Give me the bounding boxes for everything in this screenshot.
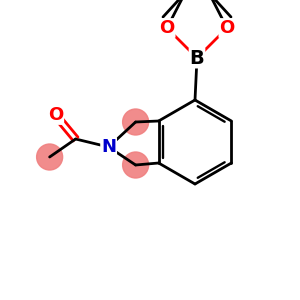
- Text: O: O: [159, 19, 175, 37]
- Circle shape: [123, 152, 148, 178]
- Text: N: N: [101, 138, 116, 156]
- Circle shape: [37, 144, 63, 170]
- Text: O: O: [219, 19, 235, 37]
- Text: O: O: [48, 106, 63, 124]
- Circle shape: [123, 109, 148, 135]
- Text: B: B: [190, 49, 204, 68]
